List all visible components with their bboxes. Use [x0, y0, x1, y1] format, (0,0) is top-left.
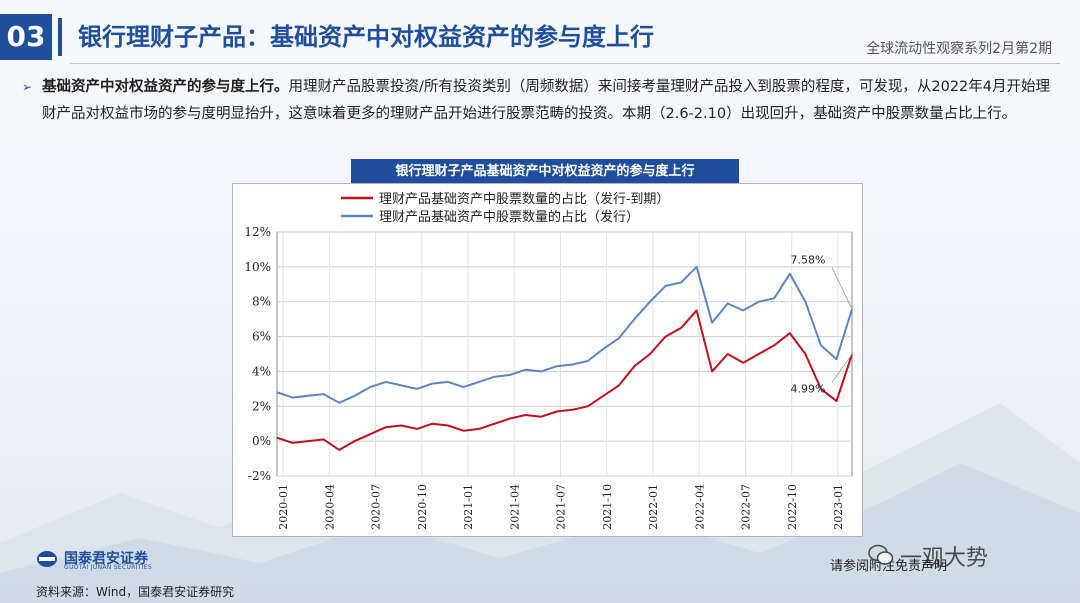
annotation-label: 7.58% [791, 253, 826, 266]
series-line-2 [276, 265, 853, 404]
page-title: 银行理财子产品：基础资产中对权益资产的参与度上行 [78, 23, 654, 51]
header: 03 银行理财子产品：基础资产中对权益资产的参与度上行 全球流动性观察系列2月第… [0, 14, 1080, 60]
logo-icon [37, 551, 57, 567]
legend-label-1: 理财产品基础资产中股票数量的占比（发行-到期） [379, 191, 669, 207]
y-tick-label: -2% [248, 469, 271, 483]
y-tick-label: 12% [244, 225, 271, 239]
logo-text: 国泰君安证券 [64, 551, 148, 567]
x-tick-label: 2021-04 [508, 484, 521, 530]
bullet-paragraph: ➢ 基础资产中对权益资产的参与度上行。用理财产品股票投资/所有投资类别（周频数据… [22, 74, 1057, 128]
chart-title: 银行理财子产品基础资产中对权益资产的参与度上行 [351, 159, 739, 184]
x-tick-label: 2022-10 [786, 484, 799, 530]
x-tick-label: 2021-10 [601, 484, 614, 530]
series-line-1 [276, 309, 853, 451]
y-tick-label: 4% [252, 364, 271, 378]
y-tick-label: 8% [252, 295, 271, 309]
x-tick-label: 2020-07 [370, 484, 383, 530]
x-tick-label: 2022-01 [647, 484, 660, 530]
y-tick-label: 0% [252, 434, 271, 448]
legend-label-2: 理财产品基础资产中股票数量的占比（发行） [379, 209, 639, 225]
annotation-leader [831, 353, 853, 383]
x-tick-label: 2021-07 [555, 484, 568, 530]
annotation-leader [831, 267, 853, 310]
y-tick-label: 10% [244, 260, 271, 274]
x-tick-label: 2020-01 [277, 484, 290, 530]
disclaimer-note: 请参阅附注免责声明 [830, 559, 948, 574]
watermark: 一观大势 [900, 546, 989, 571]
y-tick-label: 2% [252, 399, 271, 413]
logo-text-en: GUOTAI JUNAN SECURITIES [64, 564, 152, 571]
bullet-arrow-icon: ➢ [22, 80, 33, 94]
report-series-name: 全球流动性观察系列2月第2期 [866, 41, 1052, 57]
y-tick-label: 6% [252, 330, 271, 344]
bullet-body: 用理财产品股票投资/所有投资类别（周频数据）来间接考量理财产品投入到股票的程度，… [42, 79, 1051, 122]
x-tick-label: 2021-01 [462, 484, 475, 530]
x-tick-label: 2023-01 [832, 484, 845, 530]
header-rule [70, 63, 1060, 64]
x-tick-label: 2020-10 [416, 484, 429, 530]
section-number: 03 [0, 14, 52, 60]
x-tick-label: 2020-04 [323, 484, 336, 530]
line-chart: 12% 10% 8% 6% 4% 2% 0% -2% 2020-01 2020-04 2020-07… [244, 191, 853, 530]
title-divider [58, 18, 62, 56]
annotation-label: 4.99% [791, 382, 826, 395]
plot-frame [276, 231, 853, 477]
x-tick-label: 2022-04 [693, 484, 706, 530]
wechat-icon [868, 544, 894, 565]
chart-container: 12% 10% 8% 6% 4% 2% 0% -2% 2020-01 2020-04 2020-07… [232, 183, 863, 537]
data-source: 资料来源：Wind，国泰君安证券研究 [36, 585, 235, 599]
bullet-lead: 基础资产中对权益资产的参与度上行。 [42, 79, 289, 95]
x-tick-label: 2022-07 [740, 484, 753, 530]
